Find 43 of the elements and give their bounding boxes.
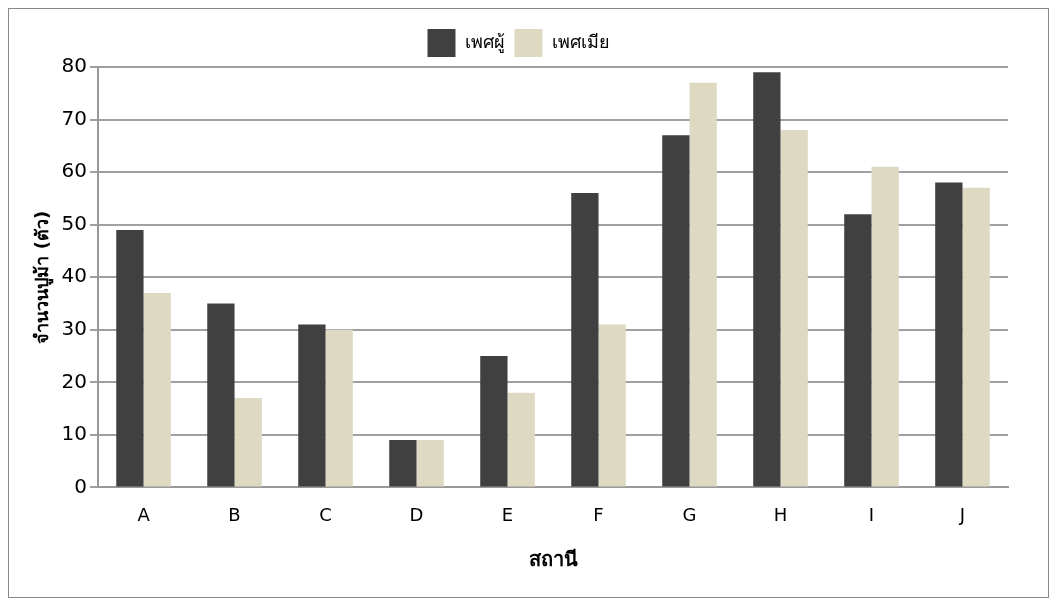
bar: [962, 187, 990, 487]
bar: [116, 229, 144, 487]
x-tick-label: A: [137, 503, 151, 525]
bar: [689, 82, 717, 487]
y-tick-label: 70: [61, 105, 88, 130]
y-tick-label: 20: [61, 368, 88, 393]
x-tick-label: I: [868, 503, 875, 525]
x-tick-label: D: [409, 503, 424, 525]
x-tick-label: G: [682, 503, 697, 525]
y-tick-label: 50: [61, 210, 88, 235]
bar: [753, 72, 781, 487]
x-tick-label: F: [593, 503, 604, 525]
x-axis-title: สถานี: [528, 547, 578, 572]
x-tick-label: B: [228, 503, 241, 525]
y-tick-label: 30: [61, 315, 88, 340]
x-tick-label: E: [501, 503, 514, 525]
bar: [234, 398, 262, 487]
bar: [416, 440, 444, 487]
bar: [571, 193, 599, 487]
bar: [480, 356, 508, 487]
y-tick-label: 80: [61, 53, 88, 78]
y-tick-label: 60: [61, 158, 88, 183]
y-tick-label: 10: [61, 421, 88, 446]
bar: [143, 292, 171, 487]
x-tick-label: J: [958, 503, 966, 525]
y-axis-title: จำนวนปูม้า (ตัว): [31, 210, 55, 344]
bar: [389, 440, 417, 487]
bar: [871, 166, 899, 487]
y-tick-label: 0: [74, 473, 88, 498]
y-tick-label: 40: [61, 263, 88, 288]
bar: [844, 214, 872, 487]
legend-label: เพศผู้: [464, 30, 505, 53]
bar: [298, 324, 326, 487]
bar: [662, 135, 690, 487]
bar: [780, 130, 808, 487]
bar: [598, 324, 626, 487]
legend-label: เพศเมีย: [551, 30, 610, 52]
bar: [325, 329, 353, 487]
x-tick-label: H: [773, 503, 788, 525]
bar: [207, 303, 235, 487]
bar: [507, 392, 535, 487]
bar: [935, 182, 963, 487]
x-tick-label: C: [319, 503, 332, 525]
